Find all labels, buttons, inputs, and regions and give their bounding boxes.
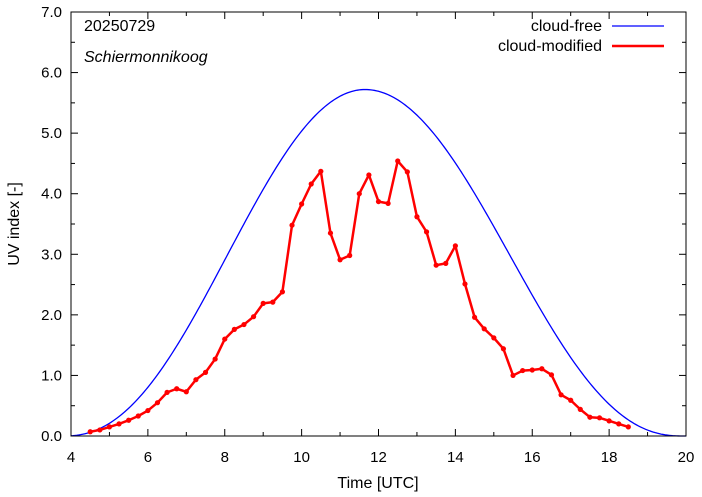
- cloud-modified-point: [404, 169, 410, 175]
- cloud-modified-point: [625, 424, 631, 430]
- cloud-modified-point: [174, 386, 180, 392]
- cloud-modified-point: [385, 200, 391, 207]
- cloud-modified-point: [154, 400, 161, 406]
- cloud-modified-point: [250, 314, 257, 320]
- legend-label-cloud-modified: cloud-modified: [498, 38, 602, 55]
- cloud-modified-point: [106, 424, 113, 430]
- cloud-modified-point: [500, 346, 507, 352]
- cloud-modified-point: [433, 262, 439, 268]
- x-tick-label: 6: [144, 449, 152, 466]
- cloud-modified-point: [375, 198, 382, 205]
- cloud-modified-point: [587, 414, 593, 420]
- y-axis-title: UV index [-]: [6, 182, 23, 266]
- cloud-modified-point: [596, 415, 603, 421]
- cloud-modified-point: [145, 407, 151, 414]
- cloud-modified-point: [520, 367, 526, 374]
- cloud-modified-point: [452, 243, 458, 249]
- plot-frame: [70, 11, 687, 437]
- cloud-modified-point: [616, 421, 622, 427]
- cloud-modified-point: [548, 372, 555, 378]
- cloud-modified-point: [202, 369, 209, 375]
- x-tick-label: 10: [293, 449, 310, 466]
- location-label: Schiermonnikoog: [84, 49, 208, 66]
- cloud-modified-point: [299, 201, 305, 207]
- cloud-modified-point: [241, 321, 247, 328]
- cloud-modified-point: [568, 397, 574, 403]
- cloud-modified-point: [260, 300, 266, 306]
- cloud-modified-point: [462, 281, 468, 287]
- y-tick-label: 3.0: [41, 246, 62, 263]
- cloud-modified-point: [289, 222, 295, 228]
- y-tick-label: 0.0: [41, 428, 62, 445]
- cloud-modified-point: [558, 392, 564, 398]
- cloud-modified-point: [327, 230, 334, 236]
- y-tick-label: 7.0: [41, 4, 62, 21]
- cloud-modified-point: [539, 366, 545, 372]
- cloud-modified-point: [116, 421, 122, 427]
- y-tick-label: 2.0: [41, 307, 62, 324]
- cloud-modified-point: [164, 389, 170, 395]
- cloud-modified-point: [135, 413, 141, 419]
- y-tick-label: 4.0: [41, 186, 62, 203]
- cloud-modified-point: [347, 252, 353, 259]
- cloud-modified-point: [423, 229, 430, 235]
- cloud-modified-point: [318, 168, 324, 174]
- cloud-modified-point: [577, 406, 583, 412]
- y-tick-label: 6.0: [41, 65, 62, 82]
- date-label: 20250729: [84, 18, 155, 35]
- x-axis-title: Time [UTC]: [337, 475, 418, 492]
- cloud-modified-point: [491, 335, 497, 341]
- x-tick-label: 12: [370, 449, 387, 466]
- x-tick-label: 16: [524, 449, 541, 466]
- cloud-modified-point: [183, 389, 189, 395]
- x-tick-label: 4: [67, 449, 75, 466]
- axes: 4 6 8 10 12 14 16 18 20 0.0 1.0 2.0 3.0 4.0 5.0 6.0 7.0: [41, 4, 694, 466]
- cloud-modified-point: [481, 326, 487, 332]
- series-layer: [70, 88, 686, 437]
- x-tick-label: 14: [447, 449, 464, 466]
- x-tick-label: 20: [678, 449, 695, 466]
- cloud-modified-point: [337, 257, 343, 263]
- cloud-modified-point: [222, 336, 228, 342]
- series-line-cloud-free: [70, 88, 686, 437]
- cloud-modified-point: [279, 289, 286, 295]
- y-tick-label: 5.0: [41, 125, 62, 142]
- cloud-modified-point: [414, 214, 420, 220]
- cloud-modified-point: [443, 260, 449, 266]
- x-tick-label: 8: [221, 449, 229, 466]
- cloud-modified-point: [366, 172, 372, 178]
- x-tick-label: 18: [601, 449, 618, 466]
- cloud-modified-point: [231, 326, 237, 332]
- cloud-modified-point: [270, 299, 276, 305]
- cloud-modified-point: [193, 377, 199, 383]
- cloud-modified-point: [97, 427, 103, 433]
- legend-label-cloud-free: cloud-free: [531, 18, 602, 35]
- cloud-modified-point: [126, 417, 132, 423]
- cloud-modified-point: [606, 418, 612, 424]
- cloud-modified-point: [87, 429, 93, 435]
- cloud-modified-point: [471, 314, 478, 320]
- cloud-modified-point: [529, 367, 535, 373]
- cloud-modified-point: [212, 356, 218, 362]
- cloud-modified-point: [510, 372, 516, 379]
- y-tick-label: 1.0: [41, 367, 62, 384]
- cloud-modified-point: [395, 158, 401, 164]
- cloud-modified-point: [356, 191, 362, 197]
- cloud-modified-point: [308, 181, 314, 187]
- legend: cloud-free cloud-modified: [498, 18, 664, 55]
